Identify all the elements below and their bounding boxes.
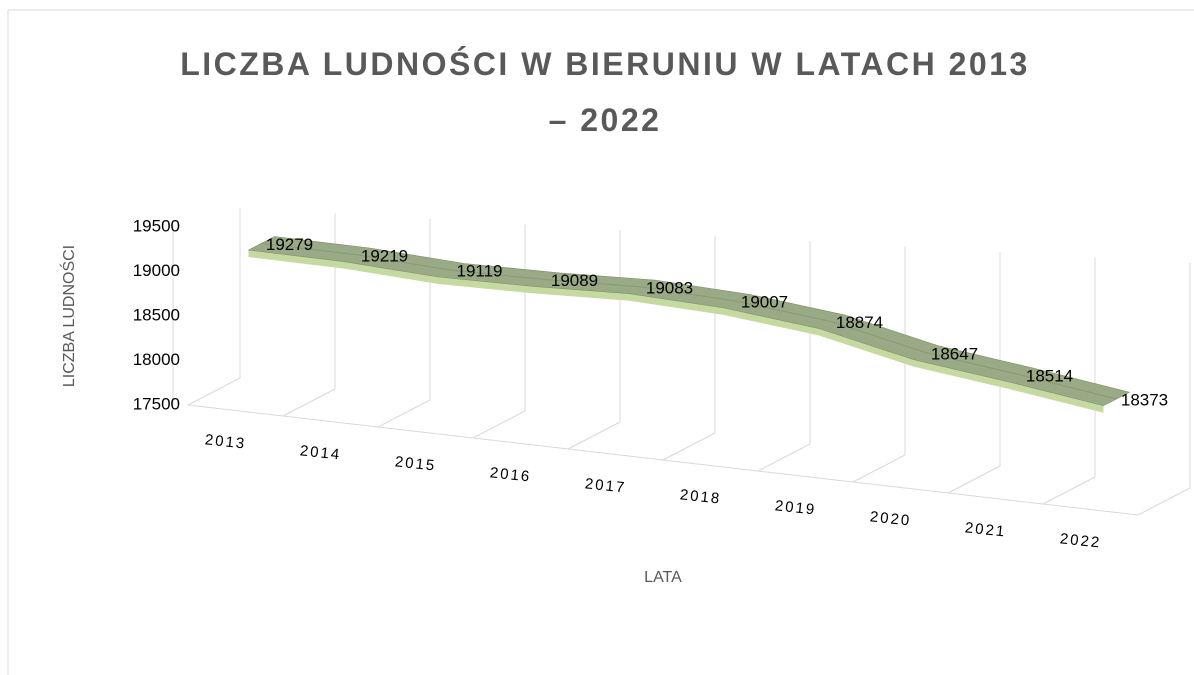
x-tick-label: 2013 xyxy=(204,431,247,452)
floor-grid-line xyxy=(567,421,621,450)
floor-grid-line xyxy=(187,377,241,406)
x-tick-label: 2016 xyxy=(489,464,532,485)
data-label: 19083 xyxy=(646,278,693,297)
floor-grid-line xyxy=(377,399,431,428)
floor-grid-line xyxy=(947,465,1001,494)
floor-grid-line xyxy=(1042,476,1096,505)
data-label: 19219 xyxy=(361,246,408,265)
x-tick-label: 2017 xyxy=(584,475,627,496)
floor-grid-line xyxy=(1137,487,1191,516)
data-label: 19007 xyxy=(741,293,788,312)
x-tick-label: 2020 xyxy=(869,508,912,529)
floor-grid-line xyxy=(282,388,336,417)
data-label: 18647 xyxy=(931,344,978,363)
x-tick-label: 2015 xyxy=(394,453,437,474)
floor-grid-line xyxy=(852,454,906,483)
line xyxy=(261,242,1117,400)
data-label: 18874 xyxy=(836,313,883,332)
floor-grid-line xyxy=(757,443,811,472)
floor-grid-line xyxy=(472,410,526,439)
x-axis-label: LATA xyxy=(644,569,682,586)
x-tick-label: 2014 xyxy=(299,442,342,463)
y-tick-label: 17500 xyxy=(133,394,180,413)
x-tick-label: 2022 xyxy=(1059,530,1102,551)
chart-title: LICZBA LUDNOŚCI W BIERUNIU W LATACH 2013… xyxy=(180,46,1030,138)
data-label: 19279 xyxy=(266,235,313,254)
x-tick-label: 2021 xyxy=(964,519,1007,540)
y-tick-label: 19500 xyxy=(133,216,180,235)
ribbon-side xyxy=(248,250,1104,413)
ribbon-top xyxy=(247,236,1131,407)
floor-grid-line xyxy=(662,432,716,461)
y-tick-label: 18000 xyxy=(133,350,180,369)
data-label: 18514 xyxy=(1026,367,1073,386)
y-tick-label: 18500 xyxy=(133,305,180,324)
data-label: 19089 xyxy=(551,271,598,290)
y-tick-label: 19000 xyxy=(133,261,180,280)
data-label: 19119 xyxy=(456,262,502,281)
x-tick-label: 2019 xyxy=(774,497,817,518)
y-axis-label: LICZBA LUDNOŚCI xyxy=(59,245,78,387)
data-label: 18373 xyxy=(1121,390,1168,409)
x-tick-label: 2018 xyxy=(679,486,722,507)
